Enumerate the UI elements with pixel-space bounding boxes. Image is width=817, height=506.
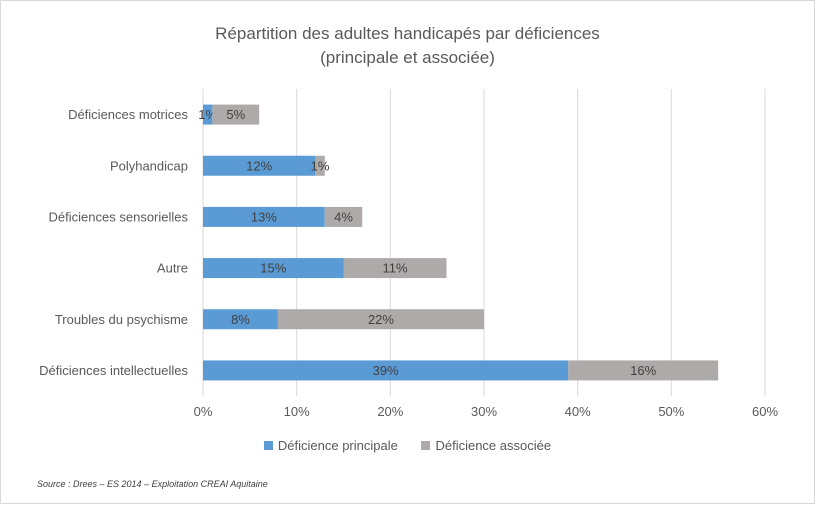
data-label: 39%	[373, 363, 399, 378]
bar-associee	[324, 206, 363, 227]
data-label: 5%	[226, 107, 245, 122]
source-note: Source : Drees – ES 2014 – Exploitation …	[37, 479, 268, 489]
category-label: Troubles du psychisme	[55, 312, 188, 327]
data-label: 8%	[231, 312, 250, 327]
x-tick-label: 10%	[284, 404, 310, 419]
bar-associee	[212, 104, 260, 125]
bar-associee	[568, 360, 719, 381]
data-label: 15%	[260, 261, 286, 276]
legend: Déficience principale Déficience associé…	[0, 438, 815, 453]
bar-principale	[203, 155, 316, 176]
bar-principale	[203, 309, 278, 330]
category-label: Déficiences intellectuelles	[39, 363, 188, 378]
bar-principale	[203, 206, 325, 227]
bar-principale	[203, 104, 213, 125]
x-tick-label: 40%	[565, 404, 591, 419]
chart-title: Répartition des adultes handicapés par d…	[0, 22, 815, 70]
chart-title-line-2: (principale et associée)	[320, 48, 495, 67]
legend-item-associee: Déficience associée	[421, 438, 551, 453]
bar-chart: 0% 10% 20% 30% 40% 50% 60% Déficiences motrices…	[39, 89, 778, 419]
chart-title-line-1: Répartition des adultes handicapés par d…	[215, 24, 600, 43]
bar-associee	[315, 155, 325, 176]
x-tick-label: 30%	[471, 404, 497, 419]
legend-item-principale: Déficience principale	[263, 438, 398, 453]
category-label: Autre	[157, 261, 188, 276]
x-tick-label: 50%	[658, 404, 684, 419]
legend-label-associee: Déficience associée	[435, 438, 552, 453]
category-label: Polyhandicap	[110, 158, 188, 173]
data-label: 16%	[630, 363, 656, 378]
bar-associee	[277, 309, 484, 330]
x-tick-label: 60%	[752, 404, 778, 419]
category-label: Déficiences sensorielles	[49, 209, 189, 224]
data-label: 4%	[334, 209, 353, 224]
legend-swatch-associee	[421, 441, 431, 450]
data-label: 13%	[251, 209, 277, 224]
data-label: 1%	[311, 158, 330, 173]
data-label: 22%	[368, 312, 394, 327]
bar-associee	[343, 258, 447, 279]
x-tick-label: 0%	[194, 404, 213, 419]
category-label: Déficiences motrices	[68, 107, 188, 122]
legend-swatch-principale	[263, 441, 273, 450]
legend-label-principale: Déficience principale	[277, 438, 398, 453]
data-label: 11%	[382, 261, 407, 276]
bar-principale	[203, 258, 344, 279]
bar-principale	[203, 360, 569, 381]
data-label: 12%	[246, 158, 272, 173]
x-tick-label: 20%	[377, 404, 403, 419]
